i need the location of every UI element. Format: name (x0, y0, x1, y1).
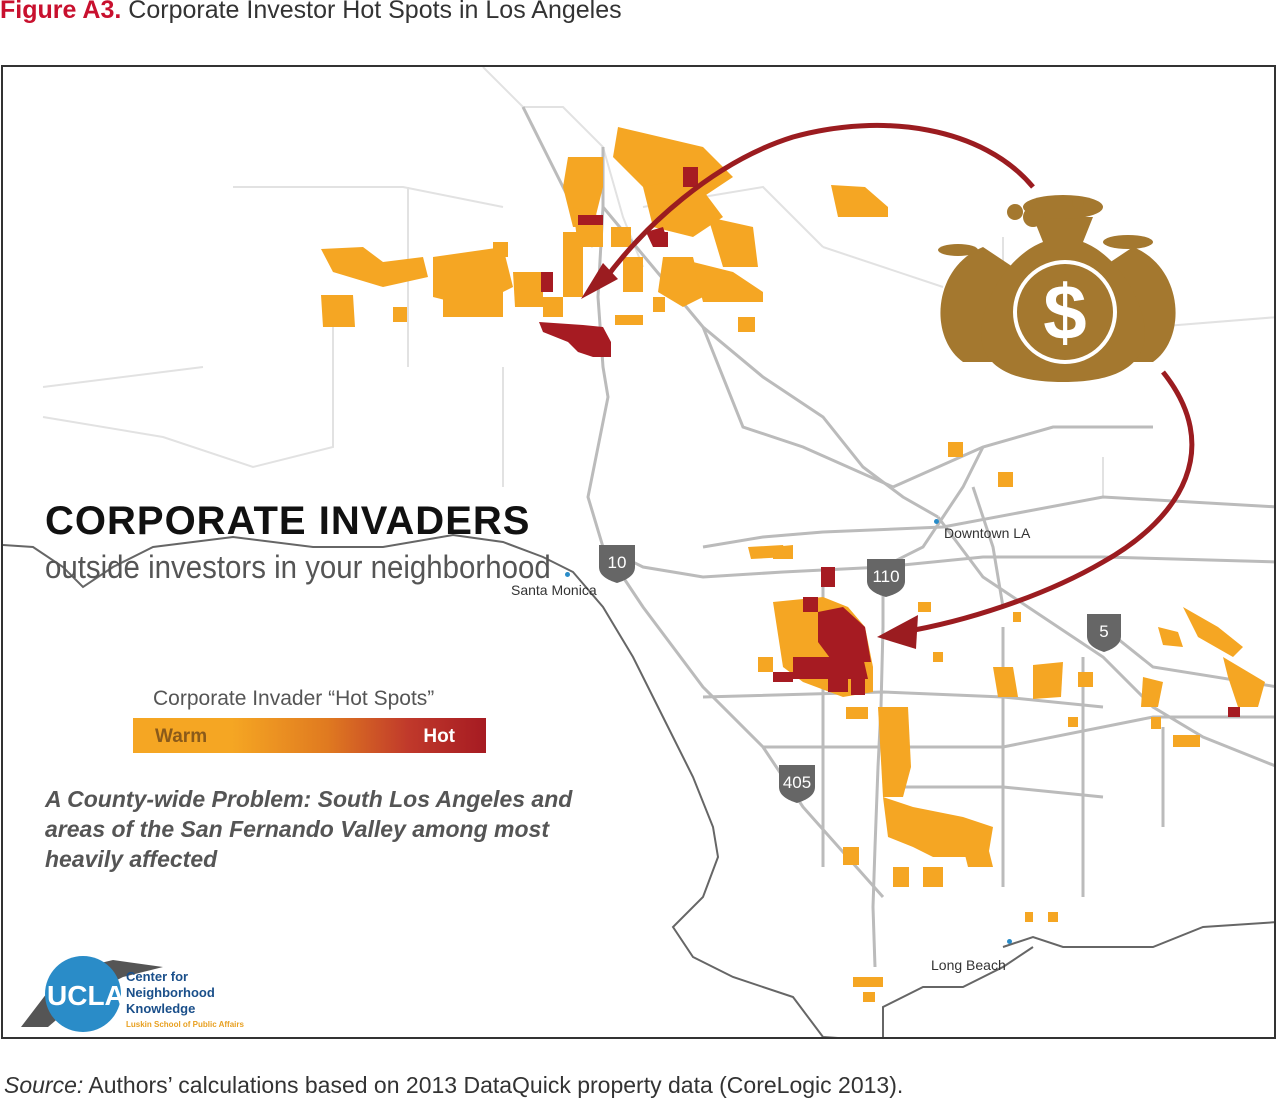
santa-monica-dot (565, 572, 570, 577)
long-beach-dot (1007, 939, 1012, 944)
legend-hot-label: Hot (423, 726, 455, 747)
source-label: Source: (4, 1072, 84, 1098)
legend-gradient: Warm Hot (133, 718, 486, 753)
luskin-school: Luskin School of Public Affairs (126, 1020, 244, 1029)
harbor-boundary (882, 946, 1034, 1037)
highway-405-label: 405 (783, 773, 811, 792)
arrowheads (581, 263, 918, 649)
map-subheadline: outside investors in your neighborhood (45, 549, 551, 585)
figure-title-text: Corporate Investor Hot Spots in Los Ange… (128, 0, 622, 24)
highway-shield-405: 405 (779, 765, 815, 803)
highway-10-label: 10 (608, 553, 627, 572)
highway-5-label: 5 (1099, 622, 1108, 641)
county-boundary (1002, 921, 1274, 948)
hot-spots (539, 167, 1240, 717)
money-bag-coin (1013, 260, 1117, 364)
legend-title: Corporate Invader “Hot Spots” (153, 687, 435, 710)
figure-label: Figure A3. (0, 0, 122, 24)
place-downtown-la: Downtown LA (944, 525, 1031, 541)
center-name: Center for Neighborhood Knowledge (126, 969, 215, 1016)
map-frame: $ 10 110 5 405 CORPORATE INVADERS outsid… (1, 65, 1276, 1039)
figure-title: Figure A3. Corporate Investor Hot Spots … (0, 0, 622, 30)
source-text: Authors’ calculations based on 2013 Data… (88, 1072, 904, 1098)
highway-shield-110: 110 (867, 559, 905, 597)
downtown-dot (934, 519, 939, 524)
source-note: Source: Authors’ calculations based on 2… (4, 1072, 903, 1099)
highway-shield-5: 5 (1087, 614, 1121, 652)
place-long-beach: Long Beach (931, 957, 1006, 973)
map-headline: CORPORATE INVADERS (45, 499, 531, 543)
highway-shield-10: 10 (599, 545, 635, 583)
arrows (600, 122, 1195, 635)
map-tagline: A County-wide Problem: South Los Angeles… (45, 786, 573, 872)
legend-warm-label: Warm (155, 726, 208, 747)
ucla-logo (21, 956, 163, 1032)
ucla-logo-text: UCLA (47, 980, 125, 1011)
highway-110-label: 110 (872, 567, 899, 586)
map-canvas: $ 10 110 5 405 (3, 67, 1274, 1037)
dollar-sign-icon: $ (1043, 268, 1086, 356)
coastline (3, 533, 839, 1037)
place-santa-monica: Santa Monica (511, 582, 597, 598)
